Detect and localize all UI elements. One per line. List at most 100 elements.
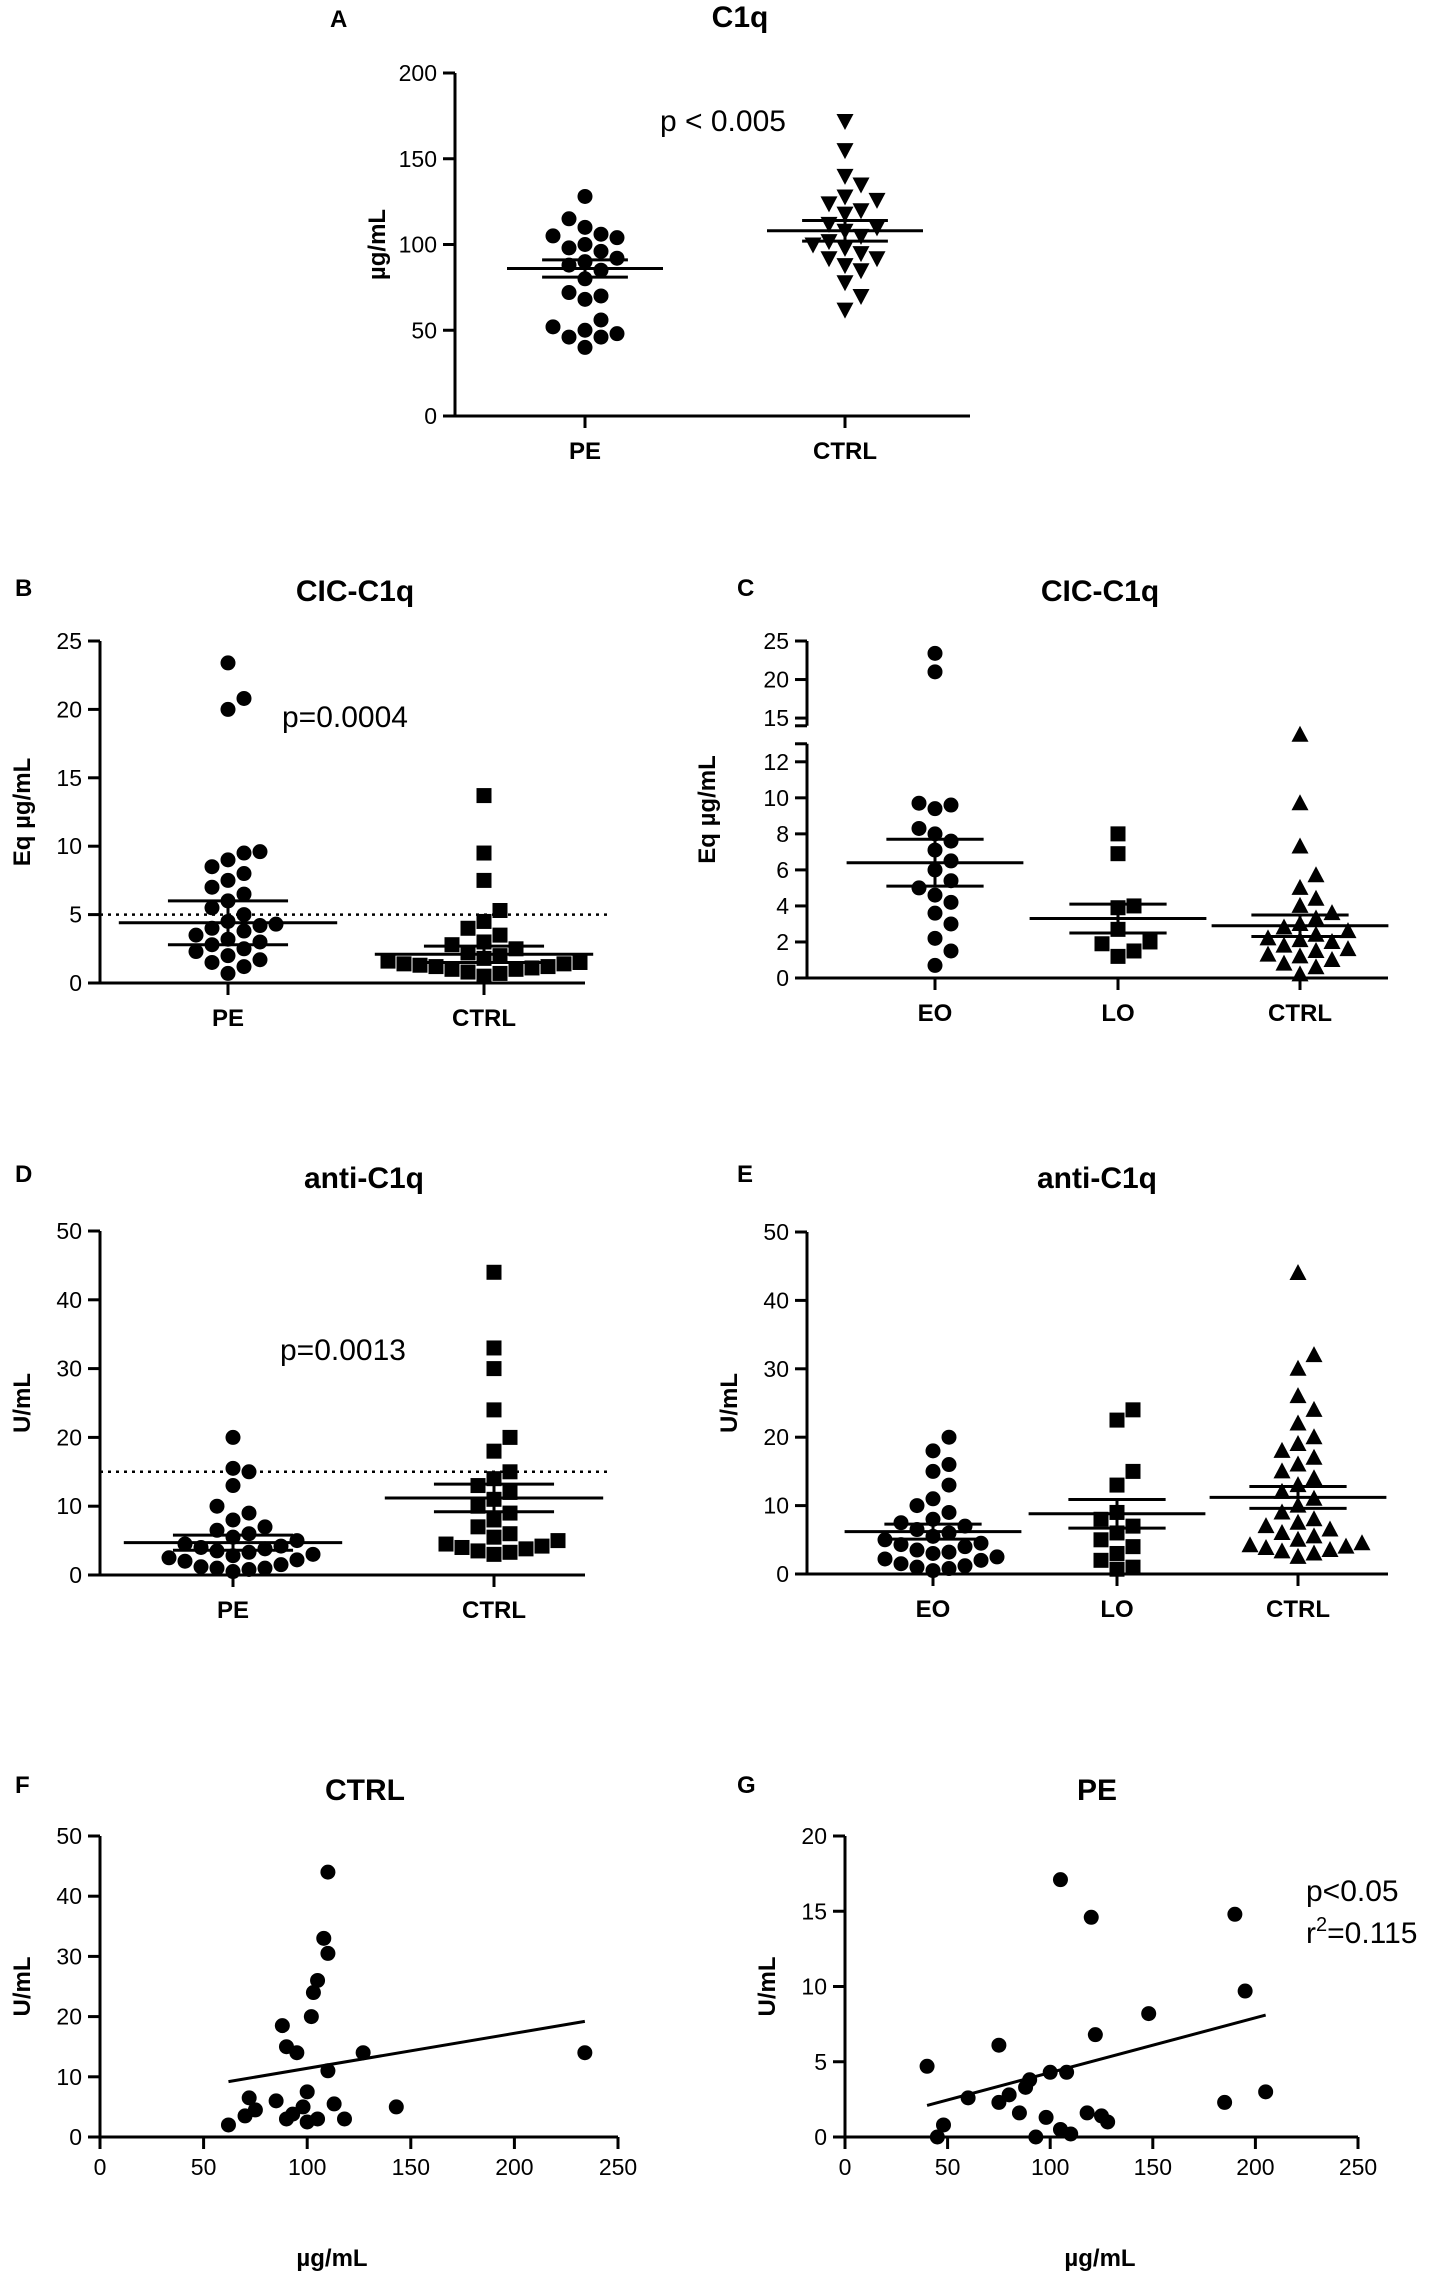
y-tick-label: 20 — [56, 2004, 82, 2030]
data-point — [868, 192, 886, 209]
data-point — [1307, 958, 1325, 975]
data-point — [303, 2009, 319, 2025]
data-point — [852, 246, 870, 263]
y-tick-label: 20 — [56, 696, 82, 722]
data-point — [225, 1512, 241, 1528]
data-point — [943, 833, 959, 849]
data-point — [252, 918, 268, 934]
data-point — [1321, 1541, 1339, 1558]
data-point — [1305, 1510, 1323, 1527]
y-axis-label: Eq µg/mL — [9, 758, 36, 867]
data-point — [396, 956, 412, 972]
data-point — [1110, 826, 1126, 842]
data-point — [1087, 2027, 1103, 2043]
data-point — [609, 250, 625, 266]
data-point — [492, 965, 508, 981]
chart-title: PE — [1077, 1774, 1117, 1807]
data-point — [236, 845, 252, 861]
data-point — [852, 228, 870, 245]
data-point — [220, 965, 236, 981]
y-axis-label: Eq µg/mL — [694, 755, 721, 864]
data-point — [577, 271, 593, 287]
y-tick-label: 0 — [424, 403, 437, 429]
data-point — [492, 902, 508, 918]
data-point — [852, 177, 870, 194]
panel-label: E — [737, 1161, 753, 1188]
panel-label: C — [737, 575, 754, 602]
data-point — [220, 2117, 236, 2133]
data-point — [252, 952, 268, 968]
data-point — [927, 905, 943, 921]
data-point — [310, 1972, 326, 1988]
data-point — [1289, 1435, 1307, 1452]
data-point — [1291, 725, 1309, 742]
data-point — [476, 968, 492, 984]
annotation-part: r — [1306, 1917, 1316, 1950]
data-point — [1289, 1530, 1307, 1547]
data-point — [470, 1519, 486, 1535]
panel-b: B CIC-C1q 0 5 10 15 20 25 Eq µg/mL PE CTRL p=0.0004 — [9, 575, 610, 1032]
data-point — [252, 934, 268, 950]
data-point — [476, 845, 492, 861]
data-point — [1126, 898, 1142, 914]
data-point — [1339, 940, 1357, 957]
data-point — [577, 291, 593, 307]
y-tick-label: 50 — [56, 1218, 82, 1244]
data-point — [320, 2063, 336, 2079]
data-point — [893, 1537, 909, 1553]
data-point — [225, 1429, 241, 1445]
y-tick-label: 40 — [56, 1883, 82, 1909]
data-point — [540, 959, 556, 975]
data-point — [991, 2037, 1007, 2053]
data-point — [836, 240, 854, 257]
data-point — [1093, 1511, 1109, 1527]
group-ctrl — [1211, 725, 1389, 982]
chart-title: C1q — [712, 1, 769, 34]
y-tick-label: 0 — [69, 970, 82, 996]
data-point — [486, 1361, 502, 1377]
data-point — [925, 1443, 941, 1459]
data-point — [909, 1559, 925, 1575]
y-tick-label: 30 — [763, 1356, 789, 1382]
x-tick-label: 250 — [599, 2154, 637, 2180]
data-point — [454, 1539, 470, 1555]
panel-label: D — [15, 1161, 32, 1188]
data-point — [204, 859, 220, 875]
y-axis-label: µg/mL — [364, 209, 391, 280]
data-point — [1083, 1909, 1099, 1925]
y-tick-label: 4 — [776, 893, 789, 919]
data-point — [1063, 2126, 1079, 2142]
chart-title: CIC-C1q — [1041, 575, 1159, 608]
data-point — [577, 188, 593, 204]
group-ctrl — [384, 1264, 604, 1562]
chart-title: anti-C1q — [304, 1162, 424, 1195]
y-tick-label: 0 — [776, 1561, 789, 1587]
data-point — [991, 2094, 1007, 2110]
data-point — [593, 312, 609, 328]
data-point — [935, 2117, 951, 2133]
data-point — [486, 1443, 502, 1459]
data-point — [593, 243, 609, 259]
y-tick-label: 20 — [763, 667, 789, 693]
data-point — [836, 302, 854, 319]
y-tick-label: 25 — [56, 628, 82, 654]
data-point — [577, 237, 593, 252]
data-point — [577, 219, 593, 235]
data-point — [1257, 1539, 1275, 1556]
data-point — [820, 251, 838, 268]
data-point — [609, 326, 625, 342]
data-point — [289, 2045, 305, 2061]
data-point — [177, 1553, 193, 1569]
y-tick-label: 0 — [69, 2124, 82, 2150]
y-tick-label: 12 — [763, 749, 789, 775]
data-point — [550, 1533, 566, 1549]
data-point — [925, 1563, 941, 1579]
data-point — [502, 1526, 518, 1542]
data-point — [388, 2099, 404, 2115]
y-tick-label: 100 — [399, 232, 437, 258]
data-point — [1289, 1455, 1307, 1472]
data-point — [836, 258, 854, 275]
data-point — [289, 1552, 305, 1568]
data-point — [820, 196, 838, 213]
